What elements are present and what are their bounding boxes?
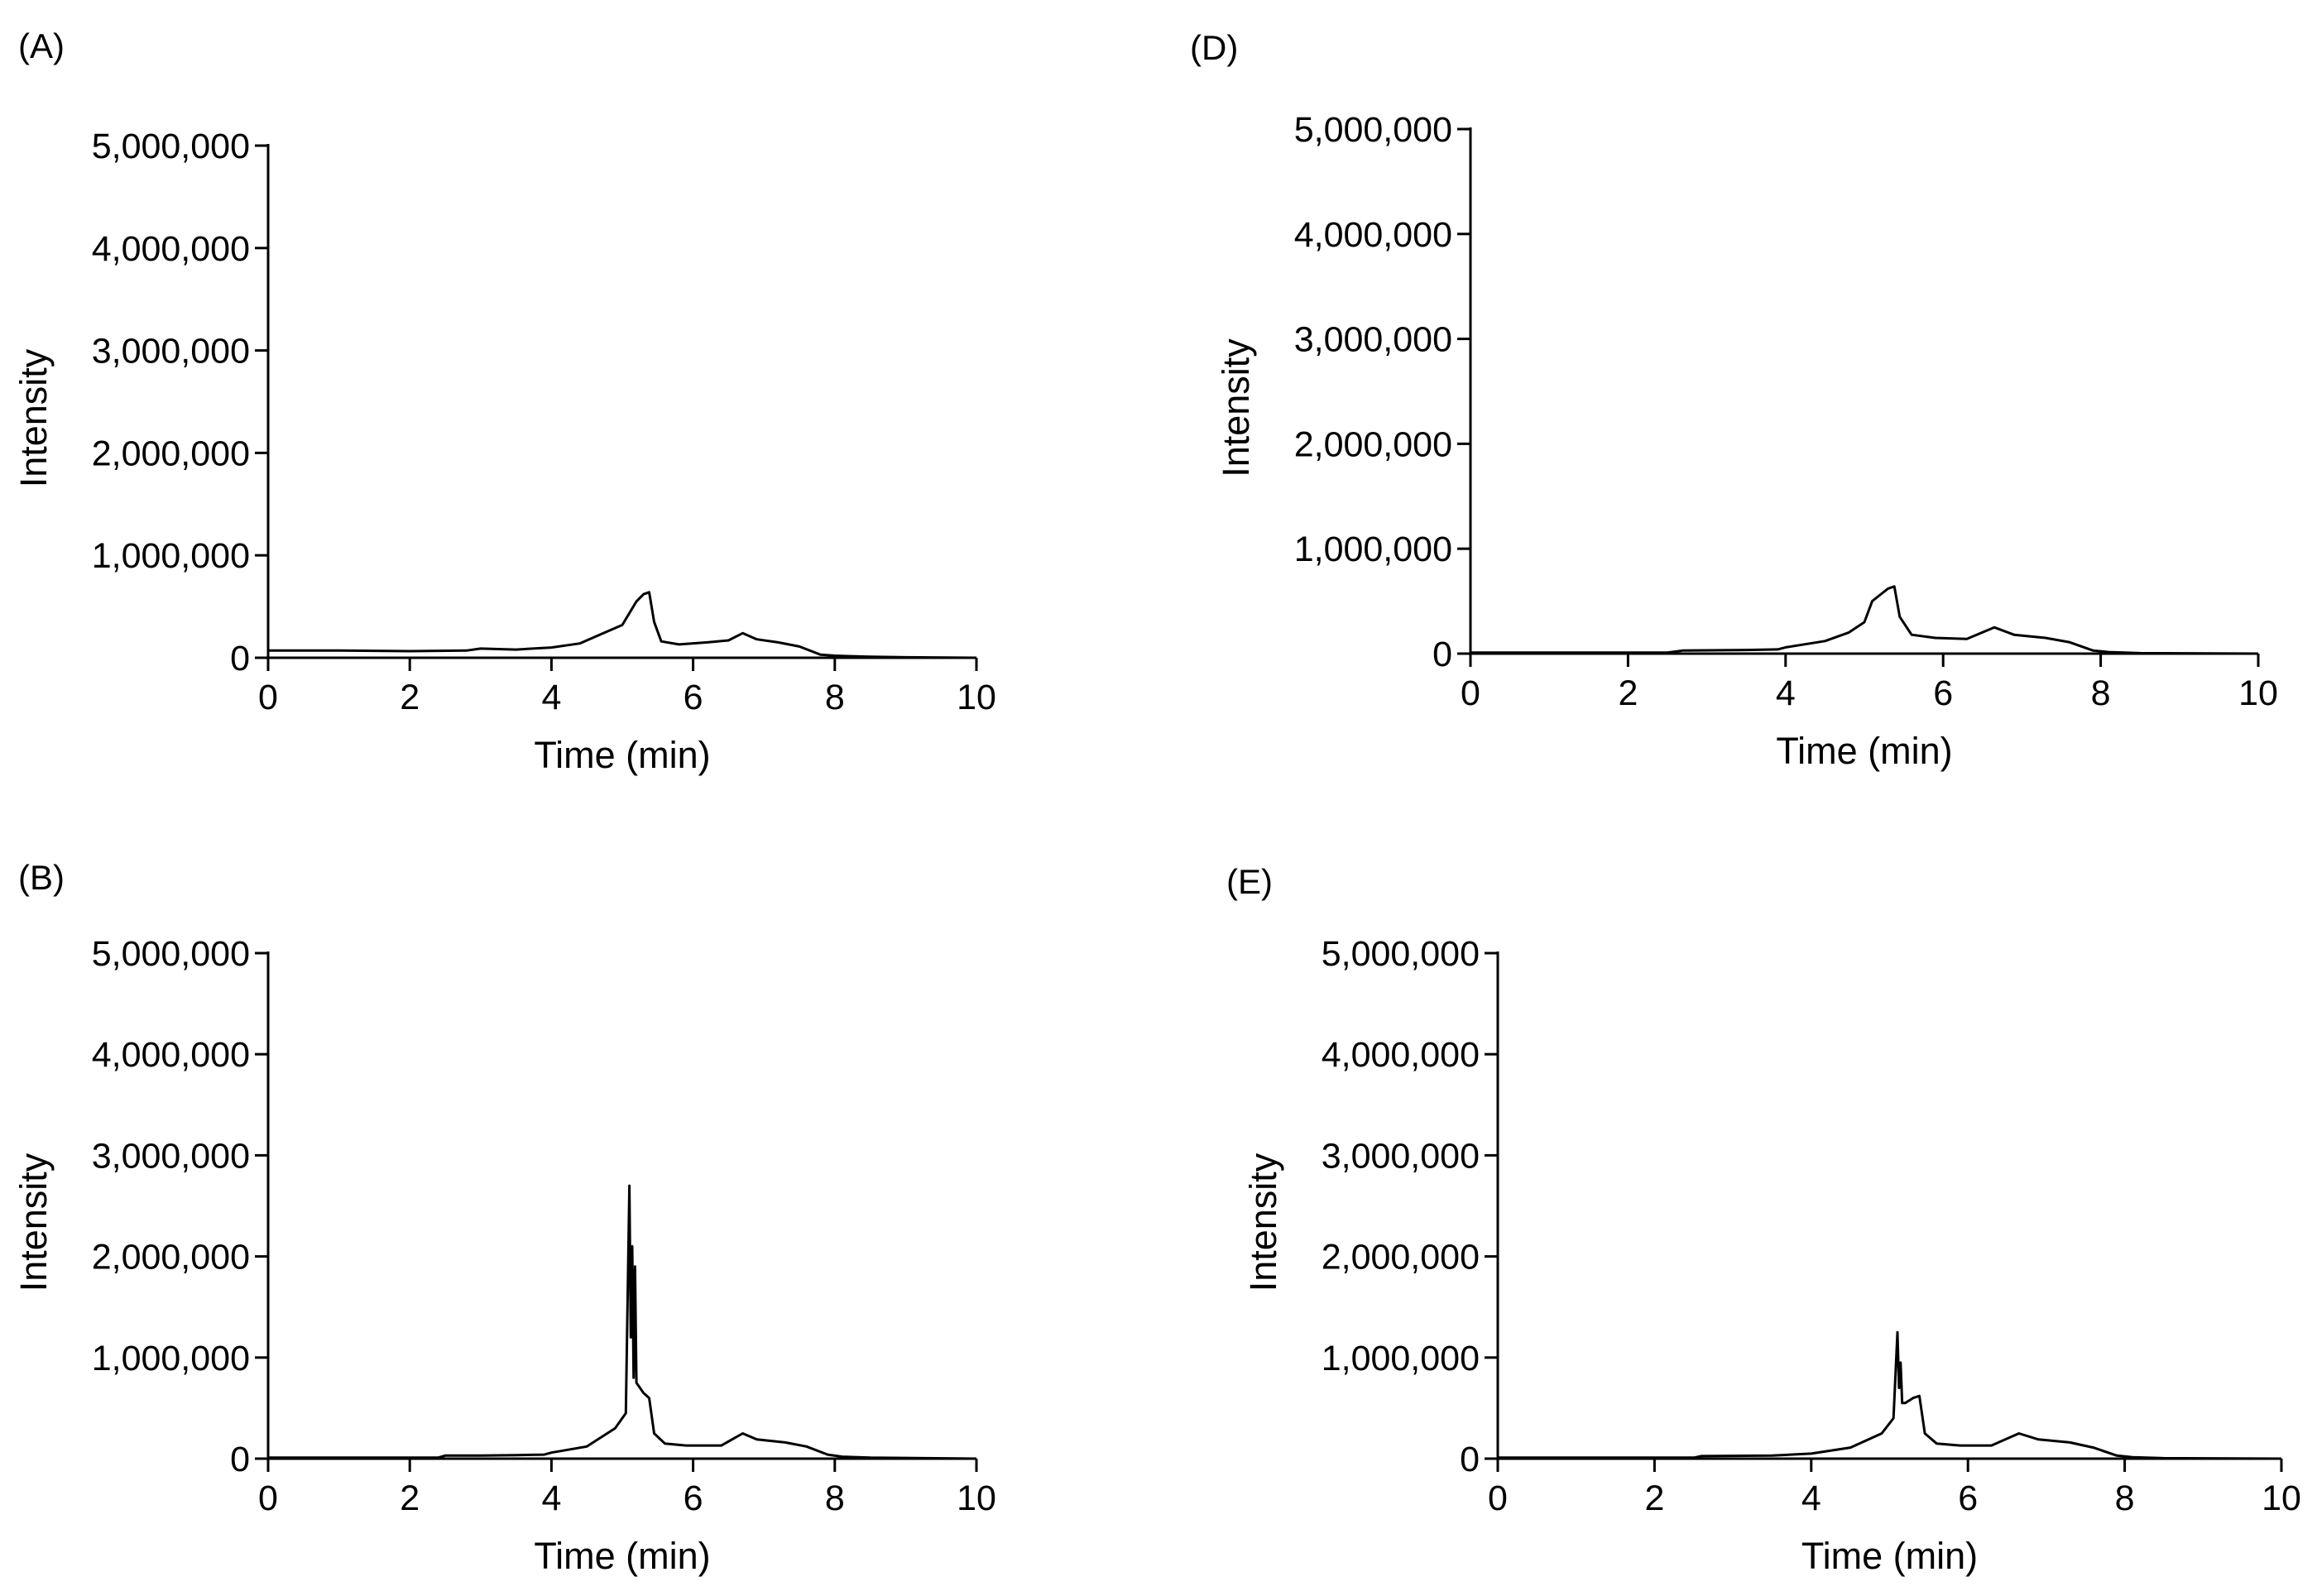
panel-a: (A) 0 1,000,000 2,000,000 3,000,000 4,000,000… <box>12 26 996 776</box>
x-tick-label: 2 <box>1644 1479 1664 1518</box>
chromatogram-trace <box>1470 585 2259 655</box>
x-tick-label: 10 <box>957 678 996 717</box>
y-tick-label: 2,000,000 <box>1294 424 1452 464</box>
y-tick-label: 5,000,000 <box>92 127 250 166</box>
x-tick-label: 4 <box>1776 673 1796 713</box>
y-tick-label: 3,000,000 <box>92 332 250 371</box>
x-axis-title: Time (min) <box>1801 1535 1978 1577</box>
y-tick-label: 1,000,000 <box>1322 1339 1480 1378</box>
x-tick-label: 0 <box>1488 1479 1508 1518</box>
panel-label: (E) <box>1226 862 1273 901</box>
y-tick-label: 3,000,000 <box>92 1136 250 1176</box>
x-tick-label: 10 <box>2262 1479 2301 1518</box>
chromatogram-trace <box>268 591 977 659</box>
x-tick-label: 0 <box>258 678 278 717</box>
y-axis-title: Intensity <box>1215 338 1257 477</box>
panel-d: (D) 0 1,000,000 2,000,000 3,000,000 4,000,000… <box>1190 28 2278 772</box>
y-tick-label: 2,000,000 <box>1322 1238 1480 1277</box>
x-tick-label: 10 <box>957 1479 996 1518</box>
panel-label: (B) <box>18 858 65 897</box>
x-tick-label: 10 <box>2238 673 2278 713</box>
y-tick-label: 0 <box>1432 635 1452 674</box>
chromatogram-trace <box>1498 1330 2282 1460</box>
y-axis-title: Intensity <box>12 348 55 487</box>
panel-b: (B) 0 1,000,000 2,000,000 3,000,000 4,000,000… <box>12 858 996 1577</box>
x-tick-label: 8 <box>825 678 845 717</box>
y-tick-label: 3,000,000 <box>1322 1136 1480 1176</box>
y-tick-label: 5,000,000 <box>1294 110 1452 150</box>
y-tick-label: 1,000,000 <box>92 1339 250 1378</box>
y-tick-label: 4,000,000 <box>92 1035 250 1075</box>
x-axis-title: Time (min) <box>534 1535 710 1577</box>
x-tick-label: 2 <box>400 678 420 717</box>
x-tick-label: 4 <box>1801 1479 1821 1518</box>
x-tick-label: 0 <box>1461 673 1480 713</box>
y-tick-label: 3,000,000 <box>1294 320 1452 360</box>
x-tick-label: 6 <box>1933 673 1953 713</box>
y-tick-label: 2,000,000 <box>92 434 250 473</box>
x-tick-label: 0 <box>258 1479 278 1518</box>
y-tick-label: 0 <box>1460 1440 1480 1479</box>
x-axis-title: Time (min) <box>534 734 710 776</box>
y-axis-title: Intensity <box>1242 1153 1284 1292</box>
x-tick-label: 4 <box>541 678 561 717</box>
x-tick-label: 2 <box>1618 673 1638 713</box>
y-tick-label: 4,000,000 <box>1322 1035 1480 1075</box>
y-tick-label: 0 <box>230 1440 250 1479</box>
y-tick-label: 0 <box>230 639 250 678</box>
x-axis-title: Time (min) <box>1776 730 1952 772</box>
x-tick-label: 2 <box>400 1479 420 1518</box>
panel-label: (A) <box>18 26 65 65</box>
y-axis-title: Intensity <box>12 1153 55 1292</box>
x-tick-label: 4 <box>541 1479 561 1518</box>
y-tick-label: 5,000,000 <box>1322 934 1480 974</box>
x-tick-label: 6 <box>684 678 703 717</box>
x-tick-label: 8 <box>825 1479 845 1518</box>
y-tick-label: 1,000,000 <box>1294 530 1452 569</box>
y-tick-label: 1,000,000 <box>92 536 250 576</box>
x-tick-label: 6 <box>1958 1479 1978 1518</box>
y-tick-label: 4,000,000 <box>92 229 250 269</box>
y-tick-label: 4,000,000 <box>1294 215 1452 255</box>
x-tick-label: 8 <box>2091 673 2111 713</box>
x-tick-label: 8 <box>2115 1479 2135 1518</box>
x-tick-label: 6 <box>684 1479 703 1518</box>
y-tick-label: 5,000,000 <box>92 934 250 974</box>
panel-label: (D) <box>1190 28 1238 67</box>
y-tick-label: 2,000,000 <box>92 1238 250 1277</box>
chromatogram-trace <box>268 1184 977 1460</box>
panel-e: (E) 0 1,000,000 2,000,000 3,000,000 4,000,000… <box>1226 862 2301 1577</box>
